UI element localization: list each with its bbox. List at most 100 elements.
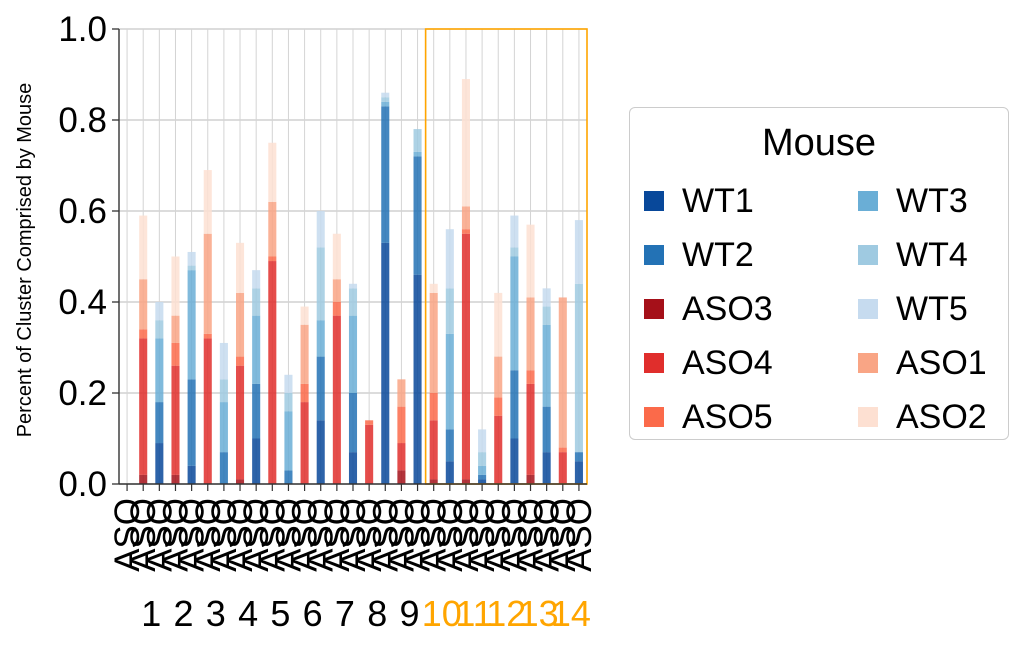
bar-segment-aso3	[236, 479, 245, 484]
legend-swatch	[858, 407, 878, 427]
legend-swatch	[858, 299, 878, 319]
bar-segment-wt4	[187, 265, 196, 271]
bar-segment-wt3	[155, 338, 164, 403]
legend-title: Mouse	[761, 122, 877, 164]
bar-segment-wt2	[187, 379, 196, 466]
x-tick-label: ASO	[544, 498, 583, 572]
bar-segment-wt3	[348, 315, 358, 393]
bar-segment-aso5	[558, 447, 567, 453]
bar-segment-wt1	[187, 465, 196, 484]
legend-swatch	[644, 407, 664, 427]
y-tick-label: 0.4	[58, 283, 107, 322]
x-tick-label: ASO	[205, 498, 244, 572]
legend-item-wt1: WT1	[644, 174, 858, 228]
bar-segment-aso1	[526, 297, 535, 371]
bar-segment-aso4	[558, 452, 567, 484]
bar-segment-wt3	[316, 320, 325, 357]
bar-segment-aso4	[332, 315, 341, 484]
x-tick-label: ASO	[415, 498, 454, 572]
bar-segment-aso4	[429, 420, 438, 480]
bar-segment-aso5	[332, 302, 341, 316]
bar-segment-aso4	[236, 365, 245, 480]
y-tick-label: 0.8	[58, 101, 107, 140]
bar-segment-wt3	[252, 315, 261, 384]
bar-segment-aso3	[171, 474, 180, 484]
bar-segment-aso1	[397, 379, 406, 407]
x-tick-label: ASO	[431, 498, 470, 572]
bar-segment-wt1	[413, 274, 422, 484]
legend-swatch	[644, 299, 664, 319]
legend-item-aso5: ASO5	[644, 390, 858, 444]
bar-segment-wt1	[542, 452, 551, 484]
cluster-label: 12	[486, 593, 526, 634]
x-tick-label: ASO	[382, 498, 421, 572]
cluster-label: 2	[174, 593, 194, 634]
x-tick-label: ASO	[560, 498, 599, 572]
x-tick-label: ASO	[286, 498, 325, 572]
x-tick-label: ASO	[108, 498, 147, 572]
x-tick-label: ASO	[302, 498, 341, 572]
bar-segment-wt4	[316, 247, 325, 321]
cluster-label: 9	[399, 593, 419, 634]
x-tick-label: ASO	[253, 498, 292, 572]
bar-segment-aso2	[171, 256, 180, 316]
bar-segment-aso5	[494, 397, 503, 416]
bar-segment-aso3	[139, 474, 148, 484]
y-tick-label: 0.0	[58, 465, 107, 504]
bar-segment-aso4	[139, 338, 148, 475]
legend-item-wt4: WT4	[858, 228, 1018, 282]
legend-item-wt2: WT2	[644, 228, 858, 282]
bar-segment-aso4	[203, 338, 212, 484]
bar-segment-aso5	[236, 356, 245, 366]
bar-segment-wt2	[284, 470, 293, 484]
bar-segment-aso5	[526, 370, 535, 384]
bar-segment-aso4	[494, 415, 503, 484]
legend-swatch	[644, 245, 664, 265]
bar-segment-wt5	[510, 215, 519, 248]
legend-swatch	[644, 191, 664, 211]
bar-segment-aso2	[139, 215, 148, 280]
legend-label: ASO1	[896, 343, 987, 382]
bar-segment-aso4	[300, 402, 309, 484]
cluster-label: 10	[422, 593, 462, 634]
bar-segment-wt4	[413, 129, 422, 152]
bar-segment-wt4	[574, 283, 583, 453]
bar-segment-wt4	[155, 320, 164, 339]
x-tick-label: ASO	[495, 498, 534, 572]
bar-segment-wt5	[187, 251, 196, 266]
legend-item-aso1: ASO1	[858, 336, 1018, 390]
legend-item-aso3: ASO3	[644, 282, 858, 336]
bar-segment-wt2	[316, 356, 325, 421]
bar-segment-wt1	[155, 443, 164, 484]
bar-segment-aso4	[397, 443, 406, 471]
bar-segment-wt2	[413, 156, 422, 275]
x-tick-label: ASO	[463, 498, 502, 572]
cluster-label: 8	[367, 593, 387, 634]
bar-segment-wt3	[542, 324, 551, 407]
legend-item-wt5: WT5	[858, 282, 1018, 336]
bar-segment-wt4	[219, 379, 228, 403]
legend-label: ASO5	[682, 397, 773, 436]
legend-label: ASO3	[682, 289, 773, 328]
x-tick-label: ASO	[512, 498, 551, 572]
axes	[112, 28, 587, 491]
bar-segment-wt1	[510, 438, 519, 484]
x-tick-label: ASO	[173, 498, 212, 572]
legend-items: WT1 WT3 WT2 WT4 ASO3 WT5 ASO4 ASO1 ASO5 ASO2	[644, 174, 1018, 444]
cluster-label: 13	[519, 593, 559, 634]
cluster-label: 14	[551, 593, 591, 634]
bars	[139, 79, 583, 484]
bar-segment-aso1	[461, 206, 470, 230]
bar-segment-wt5	[348, 283, 358, 289]
legend-item-aso2: ASO2	[858, 390, 1018, 444]
bar-segment-aso5	[203, 333, 212, 339]
bar-segment-aso2	[332, 233, 341, 280]
bar-segment-wt4	[542, 306, 551, 325]
bar-segment-aso4	[526, 383, 535, 475]
bar-segment-aso2	[268, 142, 277, 202]
bar-segment-wt5	[284, 374, 293, 393]
bar-segment-wt2	[219, 452, 228, 484]
legend-item-aso4: ASO4	[644, 336, 858, 390]
